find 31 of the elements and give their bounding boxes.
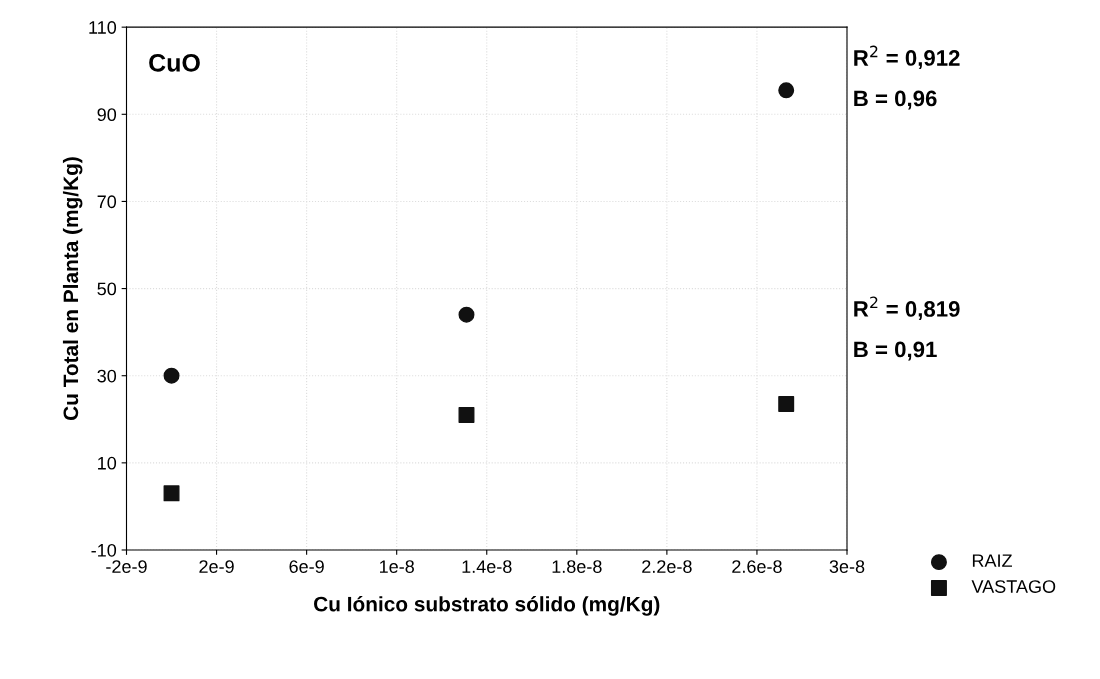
legend-label: RAIZ	[972, 554, 1013, 567]
x-tick-label: 6e-9	[289, 560, 324, 573]
text: B = 0,96	[854, 90, 937, 110]
x-axis-title: Cu Iónico substrato sólido (mg/Kg)	[314, 595, 660, 616]
y-tick-label: 30	[97, 369, 117, 383]
y-tick-label: 90	[97, 108, 117, 122]
x-tick-label: 1e-8	[380, 560, 414, 573]
point	[163, 485, 180, 502]
y-tick-label: 10	[98, 456, 117, 470]
x-tick-label: 1.8e-8	[552, 560, 602, 573]
y-tick-label: -10	[91, 543, 117, 557]
y-tick-label: 70	[97, 195, 117, 209]
text: R$^{2}$ = 0,912	[854, 45, 960, 70]
x-tick-label: 3e-8	[829, 560, 865, 573]
legend-label: VASTAGO	[971, 580, 1056, 593]
y-tick-label: 110	[89, 21, 117, 34]
x-tick-label: 2.2e-8	[642, 560, 692, 573]
text: CuO	[149, 53, 200, 72]
x-tick-label: 2e-9	[199, 560, 234, 573]
x-tick-label: -2e-9	[106, 560, 147, 573]
point	[458, 306, 475, 323]
text: B = 0,91	[854, 341, 937, 361]
y-tick-label: 50	[97, 282, 117, 296]
x-tick-label: 2.6e-8	[732, 560, 782, 573]
point	[778, 82, 795, 99]
point	[778, 396, 795, 413]
point	[458, 406, 475, 423]
text: R$^{2}$ = 0,819	[854, 296, 960, 321]
point	[163, 367, 180, 384]
x-tick-label: 1.4e-8	[462, 560, 512, 573]
y-axis-title: Cu Total en Planta (mg/Kg)	[62, 157, 83, 421]
